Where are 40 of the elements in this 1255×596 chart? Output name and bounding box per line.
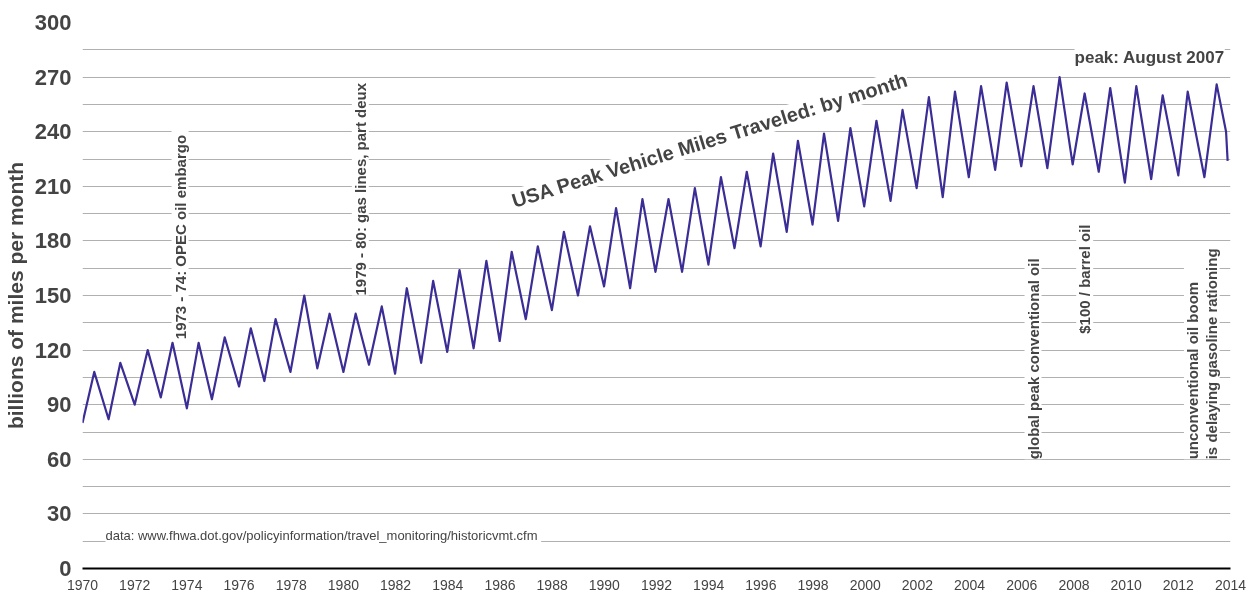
annotation: data: www.fhwa.dot.gov/policyinformation/travel_monitoring/historicvmt.cfm <box>105 528 538 544</box>
x-tick-label: 1986 <box>484 576 516 593</box>
x-tick-label: 1978 <box>275 576 308 593</box>
x-tick-label: 1972 <box>119 576 151 593</box>
x-tick-label: 1980 <box>327 576 360 593</box>
x-tick-label: 1998 <box>797 576 829 593</box>
x-tick-label: 2014 <box>1214 576 1247 593</box>
x-tick-label: 1988 <box>536 576 568 593</box>
x-tick-label: 2012 <box>1162 576 1195 593</box>
x-tick-label: 2000 <box>849 576 882 593</box>
x-tick-label: 2004 <box>954 576 986 593</box>
x-tick-label: 2002 <box>901 576 934 593</box>
x-tick-label: 1992 <box>640 576 673 593</box>
y-tick-label: 60 <box>47 446 72 472</box>
x-tick-label: 1982 <box>380 576 412 593</box>
x-tick-label: 1994 <box>693 576 725 593</box>
x-tick-label: 1990 <box>588 576 621 593</box>
y-tick-label: 90 <box>47 392 72 418</box>
x-tick-label: 2008 <box>1058 576 1090 593</box>
y-tick-label: 150 <box>34 283 72 308</box>
annotation: 1973 - 74: OPEC oil embargo <box>171 134 189 340</box>
x-tick-label: 2010 <box>1110 576 1142 593</box>
x-tick-label: 1976 <box>223 576 255 593</box>
annotation: $100 / barrel oil <box>1076 224 1094 334</box>
annotation: 1979 - 80: gas lines, part deux <box>351 82 369 296</box>
y-axis-title: billions of miles per month <box>3 161 27 430</box>
y-tick-label: 210 <box>34 173 72 199</box>
annotation: peak: August 2007 <box>1074 48 1225 68</box>
y-tick-label: 270 <box>34 64 72 90</box>
x-tick-label: 1974 <box>171 576 203 593</box>
x-tick-label: 1984 <box>432 576 464 593</box>
y-tick-label: 240 <box>34 119 72 145</box>
y-tick-label: 120 <box>34 337 72 363</box>
y-tick-label: 180 <box>34 228 72 254</box>
x-tick-label: 2006 <box>1006 576 1038 593</box>
x-tick-label: 1996 <box>745 576 777 593</box>
y-tick-label: 300 <box>34 10 72 35</box>
annotation: global peak conventional oil <box>1024 258 1042 460</box>
y-tick-label: 30 <box>47 501 72 527</box>
annotation: unconventional oil boom is delaying gasoline rationing <box>1183 248 1220 460</box>
